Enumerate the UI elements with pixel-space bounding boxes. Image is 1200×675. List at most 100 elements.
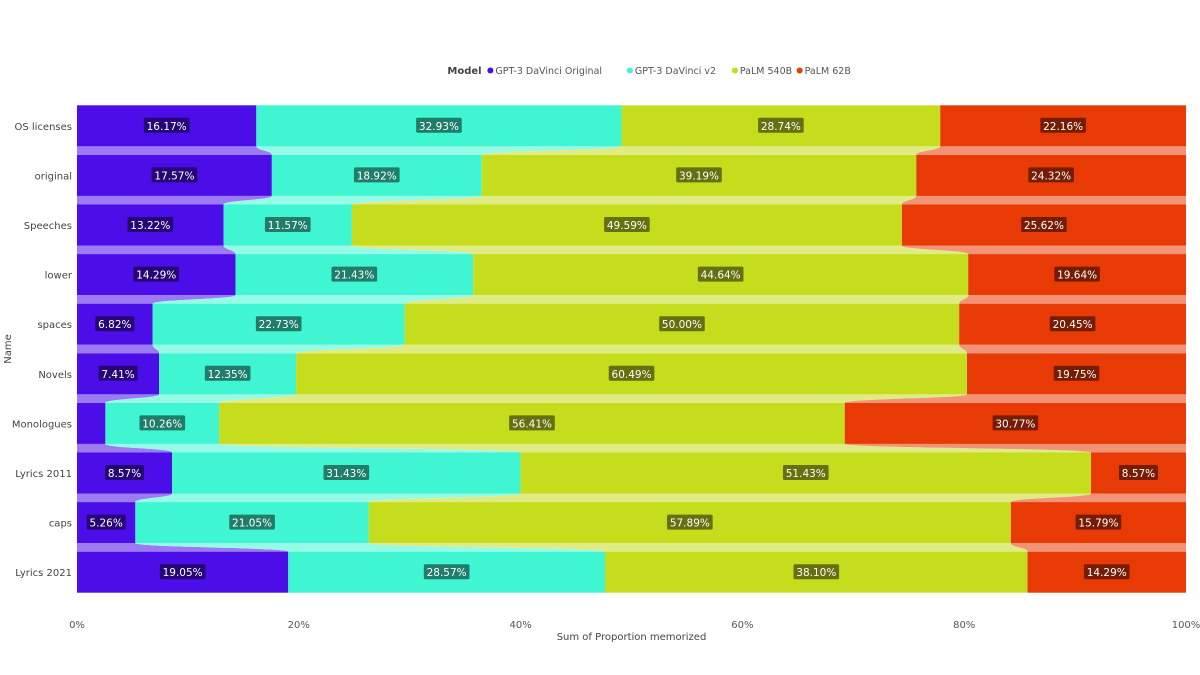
data-label-1-1: 16.17% (147, 121, 187, 133)
data-label-bg-1-9 (86, 514, 126, 530)
data-label-2-1: 32.93% (419, 121, 459, 133)
connector-8-2 (135, 493, 521, 503)
data-label-2-4: 21.43% (334, 270, 374, 282)
data-label-3-7: 56.41% (512, 418, 552, 430)
legend-marker (796, 67, 803, 74)
data-label-bg-3-7 (509, 415, 555, 431)
connector-8-3 (368, 493, 1091, 503)
data-label-bg-4-4 (1054, 266, 1100, 282)
data-label-1-10: 19.05% (163, 567, 203, 579)
connector-4-4 (959, 295, 1186, 304)
data-label-1-6: 7.41% (101, 369, 134, 381)
legend: Model GPT-3 DaVinci Original GPT-3 DaVinci… (447, 66, 851, 77)
data-label-4-10: 14.29% (1087, 567, 1127, 579)
data-label-2-8: 31.43% (326, 468, 366, 480)
y-axis: OS licenses original Speeches lower spaces No… (12, 122, 73, 579)
data-label-bg-2-8 (323, 465, 370, 480)
legend-item[interactable]: GPT-3 DaVinci v2 (635, 66, 716, 77)
connector-2-3 (351, 195, 917, 205)
data-label-bg-2-1 (416, 117, 462, 133)
data-label-bg-4-9 (1075, 514, 1122, 530)
data-label-1-3: 13.22% (130, 220, 170, 232)
data-label-4-4: 19.64% (1057, 270, 1097, 282)
data-label-bg-2-2 (353, 167, 400, 183)
data-label-4-2: 24.32% (1031, 170, 1071, 182)
data-label-2-6: 12.35% (208, 369, 248, 381)
data-label-1-5: 6.82% (98, 319, 131, 331)
connector-1-1 (77, 146, 272, 155)
y-tick-label: Lyrics 2011 (15, 469, 72, 480)
connector-3-1 (77, 245, 236, 255)
bar-1-7[interactable] (77, 402, 106, 444)
x-tick-label: 100% (1172, 620, 1200, 631)
x-tick-label: 40% (509, 620, 531, 631)
connector-9-3 (368, 543, 1028, 552)
legend-item[interactable]: PaLM 540B (740, 66, 792, 77)
data-label-bg-3-1 (758, 117, 804, 133)
legend-marker (487, 67, 494, 74)
data-label-bg-4-3 (1021, 217, 1067, 232)
data-label-bg-3-4 (697, 266, 744, 282)
data-label-bg-4-5 (1049, 316, 1096, 332)
data-label-bg-4-2 (1028, 167, 1074, 183)
data-label-bg-1-10 (159, 564, 206, 580)
data-label-3-4: 44.64% (701, 270, 741, 282)
y-tick-label: caps (49, 519, 72, 530)
connector-1-4 (916, 146, 1186, 155)
connector-3-2 (223, 245, 474, 255)
data-label-2-10: 28.57% (427, 567, 467, 579)
data-label-bg-3-10 (793, 564, 840, 580)
y-axis-title: Name (3, 334, 14, 364)
data-label-bg-1-1 (143, 117, 190, 133)
connector-5-1 (77, 344, 160, 354)
data-labels: 16.17% 17.57% 13.22% 14.29% 6.82% 7.41% 8.57% 5… (86, 117, 1158, 580)
y-tick-label: Speeches (24, 221, 72, 232)
data-label-1-2: 17.57% (154, 170, 194, 182)
legend-item[interactable]: PaLM 62B (805, 66, 851, 77)
data-label-bg-3-8 (782, 465, 829, 480)
data-label-bg-3-3 (604, 217, 650, 232)
data-label-3-9: 57.89% (670, 518, 710, 530)
data-label-bg-4-8 (1118, 465, 1158, 480)
connector-7-4 (844, 443, 1186, 453)
x-tick-label: 0% (69, 620, 85, 631)
y-tick-label: original (35, 171, 72, 182)
connector-6-1 (77, 394, 160, 403)
data-label-4-9: 15.79% (1078, 518, 1118, 530)
data-label-bg-2-3 (264, 217, 311, 232)
x-axis-title: Sum of Proportion memorized (557, 632, 707, 643)
x-axis: 0% 20% 40% 60% 80% 100% (69, 620, 1200, 631)
connector-9-1 (77, 543, 289, 552)
y-tick-label: Novels (38, 370, 72, 381)
data-label-bg-2-6 (204, 365, 251, 381)
legend-marker (626, 67, 633, 74)
data-label-3-8: 51.43% (786, 468, 826, 480)
connector-2-4 (901, 195, 1186, 205)
data-label-4-6: 19.75% (1056, 369, 1096, 381)
x-tick-label: 80% (953, 620, 975, 631)
data-label-2-2: 18.92% (357, 170, 397, 182)
data-label-bg-3-2 (676, 167, 722, 183)
legend-item[interactable]: GPT-3 DaVinci Original (495, 66, 602, 77)
x-tick-label: 20% (288, 620, 310, 631)
connector-4-1 (77, 295, 236, 304)
data-label-4-5: 20.45% (1053, 319, 1093, 331)
data-label-3-3: 49.59% (607, 220, 647, 232)
data-label-bg-3-6 (608, 365, 655, 381)
data-label-3-1: 28.74% (761, 121, 801, 133)
data-label-bg-3-9 (667, 514, 713, 530)
connector-1-2 (256, 146, 622, 155)
data-label-bg-1-5 (95, 316, 135, 332)
connector-6-4 (844, 394, 1186, 403)
data-label-2-7: 10.26% (142, 418, 182, 430)
data-label-2-3: 11.57% (268, 220, 308, 232)
data-label-bg-2-10 (423, 564, 470, 580)
data-label-2-9: 21.05% (232, 518, 272, 530)
data-label-bg-1-4 (133, 266, 180, 282)
connector-4-2 (152, 295, 474, 304)
connector-3-3 (351, 245, 969, 255)
connector-3-4 (901, 245, 1186, 255)
connector-7-1 (77, 443, 173, 453)
